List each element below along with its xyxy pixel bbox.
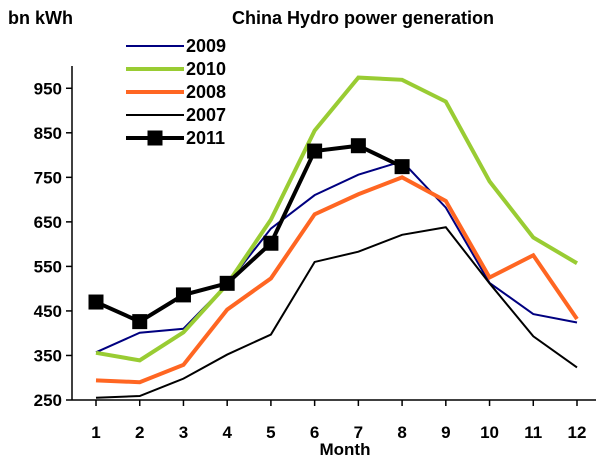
y-tick-label: 250 xyxy=(34,391,62,410)
series-2008-line xyxy=(95,175,579,385)
x-tick-label: 8 xyxy=(397,423,406,442)
x-tick-label: 10 xyxy=(480,423,499,442)
series-2011-point xyxy=(132,314,148,330)
x-tick-label: 2 xyxy=(135,423,144,442)
x-tick-label: 5 xyxy=(266,423,275,442)
series-2011-point xyxy=(263,235,279,251)
series-2011-point xyxy=(219,275,235,291)
legend-label-2011: 2011 xyxy=(186,128,225,148)
x-tick-label: 12 xyxy=(568,423,587,442)
y-axis-unit-label: bn kWh xyxy=(8,8,73,28)
chart-title: China Hydro power generation xyxy=(232,8,495,28)
x-axis-label: Month xyxy=(319,440,371,459)
series-2009-line xyxy=(95,160,578,354)
x-tick-label: 9 xyxy=(441,423,450,442)
series-2011-point xyxy=(394,159,410,175)
legend-label-2009: 2009 xyxy=(186,36,226,56)
series-2011-point xyxy=(350,138,366,154)
x-tick-label: 11 xyxy=(524,423,542,442)
x-tick-label: 3 xyxy=(179,423,188,442)
legend-label-2007: 2007 xyxy=(186,105,226,125)
legend-label-2010: 2010 xyxy=(186,59,226,79)
y-tick-label: 950 xyxy=(34,79,62,98)
series-2011-point xyxy=(307,143,323,159)
x-tick-label: 6 xyxy=(310,423,319,442)
y-tick-label: 550 xyxy=(34,257,62,276)
y-tick-label: 450 xyxy=(34,302,62,321)
x-tick-label: 7 xyxy=(354,423,363,442)
x-tick-label: 4 xyxy=(222,423,232,442)
legend-marker-2011 xyxy=(147,130,163,146)
y-tick-label: 350 xyxy=(34,346,62,365)
legend-label-2008: 2008 xyxy=(186,82,226,102)
series-2011-point xyxy=(88,294,104,310)
series-2011-point xyxy=(175,287,191,303)
y-tick-label: 850 xyxy=(34,124,62,143)
y-tick-label: 650 xyxy=(34,213,62,232)
series-2010-line xyxy=(95,75,579,363)
y-tick-label: 750 xyxy=(34,168,62,187)
x-tick-label: 1 xyxy=(91,423,100,442)
series-2007-line xyxy=(95,226,578,399)
